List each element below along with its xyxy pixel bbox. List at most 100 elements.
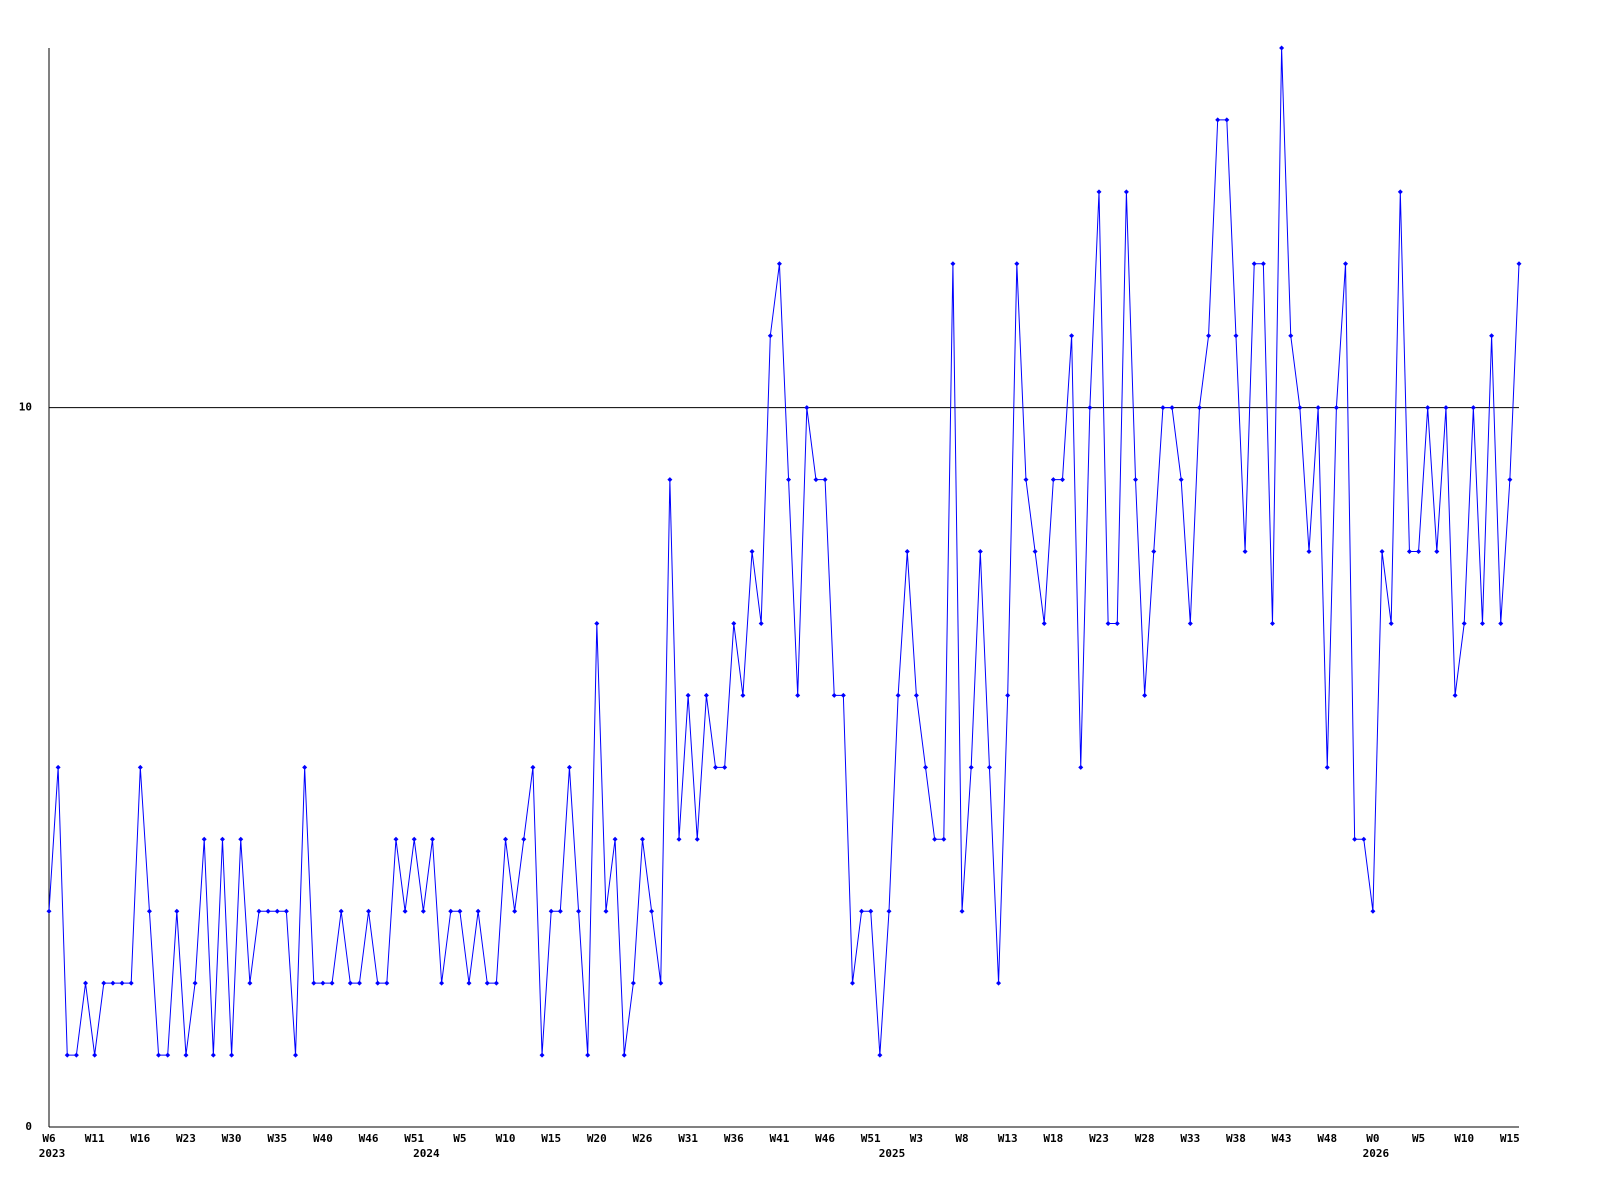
data-point — [439, 980, 445, 986]
data-point — [1169, 405, 1175, 411]
x-tick-label: W40 — [313, 1132, 333, 1145]
data-point — [110, 980, 116, 986]
x-tick-label: W51 — [404, 1132, 424, 1145]
data-point — [831, 692, 837, 698]
data-point — [457, 908, 463, 914]
data-point — [302, 764, 308, 770]
data-point — [1059, 477, 1065, 483]
data-point — [1443, 405, 1449, 411]
data-point — [466, 980, 472, 986]
data-point — [703, 692, 709, 698]
data-point — [676, 836, 682, 842]
x-tick-label: W15 — [541, 1132, 561, 1145]
data-point — [329, 980, 335, 986]
data-point — [347, 980, 353, 986]
data-point — [420, 908, 426, 914]
data-point — [311, 980, 317, 986]
data-point — [55, 764, 61, 770]
data-point — [740, 692, 746, 698]
data-line — [48, 47, 1520, 1056]
data-point — [1069, 333, 1075, 339]
data-point — [923, 764, 929, 770]
data-point — [1123, 189, 1129, 195]
data-point — [904, 549, 910, 555]
x-tick-label: W38 — [1226, 1132, 1246, 1145]
x-tick-label: W30 — [222, 1132, 242, 1145]
x-tick-label: W46 — [815, 1132, 835, 1145]
x-tick-label: W20 — [587, 1132, 607, 1145]
data-point — [1479, 620, 1485, 626]
data-point — [639, 836, 645, 842]
x-tick-label: W36 — [724, 1132, 744, 1145]
data-point — [375, 980, 381, 986]
x-tick-label: W15 — [1500, 1132, 1520, 1145]
data-point — [1142, 692, 1148, 698]
data-point — [959, 908, 965, 914]
data-point — [758, 620, 764, 626]
data-point — [183, 1052, 189, 1058]
data-point — [539, 1052, 545, 1058]
data-point — [1397, 189, 1403, 195]
data-point — [685, 692, 691, 698]
data-point — [913, 692, 919, 698]
data-point — [603, 908, 609, 914]
data-point — [484, 980, 490, 986]
x-year-label: 2024 — [413, 1147, 440, 1160]
x-tick-label: W3 — [910, 1132, 923, 1145]
data-point — [722, 764, 728, 770]
data-point — [293, 1052, 299, 1058]
data-point — [1087, 405, 1093, 411]
data-point — [1361, 836, 1367, 842]
data-point — [804, 405, 810, 411]
data-point — [630, 980, 636, 986]
data-point — [1206, 333, 1212, 339]
data-point — [1470, 405, 1476, 411]
x-tick-label: W18 — [1043, 1132, 1063, 1145]
data-point — [393, 836, 399, 842]
x-tick-label: W5 — [1412, 1132, 1425, 1145]
data-point — [1014, 261, 1020, 267]
data-point — [776, 261, 782, 267]
data-point — [1260, 261, 1266, 267]
data-point — [475, 908, 481, 914]
data-point — [1498, 620, 1504, 626]
x-year-label: 2026 — [1363, 1147, 1390, 1160]
data-point — [1178, 477, 1184, 483]
data-point — [977, 549, 983, 555]
data-point — [1315, 405, 1321, 411]
data-point — [822, 477, 828, 483]
data-point — [283, 908, 289, 914]
data-point — [1078, 764, 1084, 770]
data-point — [119, 980, 125, 986]
data-point — [548, 908, 554, 914]
data-point — [576, 908, 582, 914]
data-point — [512, 908, 518, 914]
data-point — [1160, 405, 1166, 411]
data-point — [274, 908, 280, 914]
data-point — [557, 908, 563, 914]
data-point — [64, 1052, 70, 1058]
data-point — [1196, 405, 1202, 411]
x-tick-label: W8 — [955, 1132, 968, 1145]
x-tick-label: W10 — [496, 1132, 516, 1145]
x-tick-label: W46 — [359, 1132, 379, 1145]
data-point — [83, 980, 89, 986]
data-point — [895, 692, 901, 698]
data-point — [493, 980, 499, 986]
data-point — [229, 1052, 235, 1058]
data-point — [137, 764, 143, 770]
data-point — [667, 477, 673, 483]
data-point — [1434, 549, 1440, 555]
x-tick-label: W26 — [633, 1132, 653, 1145]
data-point — [868, 908, 874, 914]
data-point — [521, 836, 527, 842]
data-point — [996, 980, 1002, 986]
data-point — [1215, 117, 1221, 123]
data-point — [731, 620, 737, 626]
data-point — [658, 980, 664, 986]
data-point — [1352, 836, 1358, 842]
x-tick-label: W23 — [1089, 1132, 1109, 1145]
data-point — [1388, 620, 1394, 626]
x-tick-label: W51 — [861, 1132, 881, 1145]
data-point — [265, 908, 271, 914]
